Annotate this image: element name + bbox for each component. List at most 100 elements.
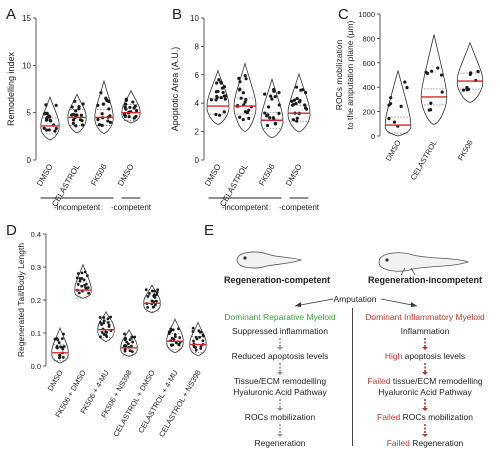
category-label: DMSO — [46, 368, 65, 392]
violin-shape — [51, 326, 69, 364]
data-point — [191, 330, 195, 333]
data-point — [123, 114, 127, 118]
right-step-hyaluronic-rest: Hyaluronic Acid Pathway — [378, 387, 472, 397]
violin-shape — [94, 79, 114, 134]
right-step-myeloid-highlight: Dominant Inflammatory Myeloid — [365, 312, 485, 322]
right-title: Regeneration-incompetent — [367, 275, 483, 285]
data-point — [102, 333, 106, 336]
data-point — [153, 296, 157, 299]
data-point — [238, 80, 242, 84]
y-tick-label: 600 — [362, 59, 375, 68]
right-step-remodelling: Failed tissue/ECM remodelling — [367, 376, 482, 386]
data-point — [56, 338, 60, 342]
right-step-inflammation-rest: Inflammation — [400, 326, 450, 336]
data-point — [291, 118, 296, 122]
data-point — [85, 274, 89, 278]
category-label: CELASTROL — [409, 139, 439, 182]
data-point — [153, 293, 156, 297]
data-point — [99, 335, 102, 339]
category-label: CELASTROL — [218, 162, 250, 208]
y-tick-label: 0.0 — [31, 362, 41, 371]
data-point — [105, 335, 109, 338]
data-point — [392, 120, 397, 124]
data-point — [70, 105, 74, 109]
data-point — [295, 119, 299, 123]
left-step-hyaluronic: Hyaluronic Acid Pathway — [233, 387, 327, 397]
data-point — [429, 101, 433, 105]
data-point — [219, 81, 224, 85]
y-tick-label: 0.2 — [31, 296, 41, 305]
y-tick-label: 200 — [362, 108, 375, 117]
data-point — [82, 278, 86, 282]
right-step-rocs-rest: ROCs mobilization — [400, 412, 473, 422]
data-point — [80, 277, 84, 280]
data-point — [53, 129, 57, 133]
left-step-remodelling: Tissue/ECM remodelling — [233, 376, 327, 386]
data-point — [58, 355, 62, 359]
data-point — [241, 118, 245, 122]
amputation-label: Amputation — [333, 294, 377, 304]
data-point — [100, 330, 104, 334]
panel-letter-a: A — [6, 6, 17, 23]
right-step-remodelling-rest: tissue/ECM remodelling — [390, 376, 483, 386]
left-step-rocs: ROCs mobilization — [244, 412, 316, 422]
data-point — [217, 78, 221, 82]
data-point — [238, 87, 242, 91]
data-point — [129, 344, 133, 348]
data-point — [209, 98, 213, 102]
data-point — [45, 128, 49, 132]
data-point — [122, 344, 126, 348]
data-point — [54, 126, 58, 131]
data-point — [83, 270, 87, 274]
violin-shape — [206, 69, 230, 125]
category-label: FK506 — [456, 139, 475, 163]
data-point — [245, 110, 250, 115]
data-point — [303, 103, 307, 107]
violin-shape — [384, 70, 412, 137]
data-point — [439, 73, 444, 77]
violin-shape — [166, 318, 184, 354]
data-point — [98, 321, 102, 324]
data-point — [247, 108, 251, 112]
data-point — [134, 114, 138, 119]
group-label: -incompetent — [54, 203, 101, 212]
data-point — [74, 124, 78, 128]
data-point — [124, 107, 128, 111]
y-tick-label: 0.3 — [31, 263, 41, 272]
data-point — [217, 113, 222, 117]
data-point — [101, 102, 106, 106]
data-point — [46, 115, 50, 119]
data-point — [173, 333, 177, 337]
y-tick-label: 10 — [22, 61, 31, 70]
data-point — [77, 291, 81, 295]
data-point — [71, 121, 76, 126]
data-point — [304, 91, 308, 95]
data-point — [241, 91, 245, 95]
data-point — [268, 116, 272, 120]
panel-letter-e: E — [204, 222, 215, 239]
data-point — [194, 335, 198, 339]
data-point — [244, 77, 248, 81]
data-point — [387, 103, 391, 107]
category-label: FK506 — [257, 162, 277, 187]
data-point — [146, 306, 150, 309]
amputation-arrows-icon — [294, 298, 418, 307]
data-point — [125, 340, 129, 344]
data-point — [131, 100, 135, 104]
y-axis-label: Remodelling index — [6, 51, 16, 126]
category-label: CELASTROL — [50, 162, 82, 208]
data-point — [76, 272, 80, 275]
data-point — [61, 356, 65, 359]
column-divider — [352, 308, 353, 446]
data-point — [104, 98, 109, 102]
data-point — [152, 305, 156, 309]
data-point — [154, 299, 158, 303]
panel-letter-d: D — [6, 222, 17, 239]
category-label: DMSO — [203, 163, 223, 188]
violin-shape — [233, 61, 257, 132]
data-point — [215, 81, 219, 85]
data-point — [96, 117, 100, 122]
data-point — [403, 80, 407, 84]
category-label: CELASTROL + DMSO — [111, 368, 157, 438]
